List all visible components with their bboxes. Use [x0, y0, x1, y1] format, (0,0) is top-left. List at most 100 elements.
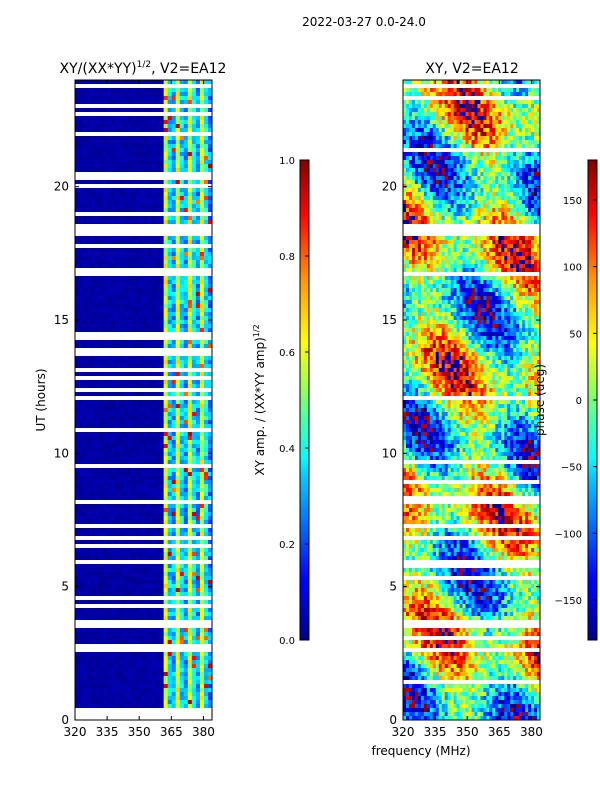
amp-cell [107, 312, 112, 317]
amp-cell [91, 576, 96, 581]
amp-cell [191, 508, 197, 513]
amp-cell [171, 456, 177, 461]
amp-cell [123, 452, 128, 457]
amp-cell [87, 596, 92, 601]
amp-cell [167, 564, 173, 569]
amp-cell [135, 168, 140, 173]
amp-cell [131, 412, 136, 417]
amp-cell [139, 196, 144, 201]
amp-cell [127, 264, 132, 269]
amp-cell [167, 464, 173, 469]
amp-cell [163, 600, 169, 605]
amp-cell [91, 556, 96, 561]
amp-cell [183, 240, 189, 245]
amp-cell [199, 356, 205, 361]
amp-cell [139, 420, 144, 425]
amp-cell [103, 388, 108, 393]
amp-cell [207, 356, 213, 361]
amp-cell [139, 132, 144, 137]
amp-cell [111, 356, 116, 361]
amp-cell [87, 536, 92, 541]
amp-cell [171, 96, 177, 101]
amp-cell [103, 96, 108, 101]
amp-cell [87, 524, 92, 529]
amp-cell [139, 248, 144, 253]
amp-cell [95, 468, 100, 473]
amp-cell [175, 560, 181, 565]
amp-cell [163, 664, 169, 669]
amp-cell [183, 652, 189, 657]
amp-cell [107, 120, 112, 125]
amp-cell [107, 308, 112, 313]
amp-cell [135, 456, 140, 461]
amp-cell [115, 660, 120, 665]
amp-cell [195, 556, 201, 561]
amp-cell [95, 228, 100, 233]
amp-cell [203, 320, 209, 325]
amp-cell [95, 472, 100, 477]
amp-cell [203, 204, 209, 209]
amp-cell [143, 660, 148, 665]
amp-cell [187, 268, 193, 273]
amp-cell [195, 304, 201, 309]
amp-cell [159, 520, 165, 525]
amp-cell [119, 440, 124, 445]
amp-cell [199, 156, 205, 161]
amp-cell [163, 176, 169, 181]
amp-cell [87, 88, 92, 93]
amp-cell [127, 392, 132, 397]
amp-cell [87, 384, 92, 389]
amp-cell [119, 524, 124, 529]
amp-cell [195, 584, 201, 589]
amp-cell [183, 440, 189, 445]
amp-cell [115, 476, 120, 481]
amp-cell [187, 456, 193, 461]
amp-cell [83, 484, 88, 489]
amp-cell [207, 612, 213, 617]
amp-cell [159, 440, 165, 445]
amp-cell [155, 80, 161, 85]
amp-cell [127, 148, 132, 153]
amp-cell [115, 572, 120, 577]
amp-cell [131, 444, 136, 449]
amp-cell [83, 512, 88, 517]
amp-cell [75, 612, 80, 617]
amp-cell [171, 468, 177, 473]
amp-cell [167, 168, 173, 173]
amp-cell [111, 208, 116, 213]
amp-cell [135, 492, 140, 497]
amp-cell [199, 344, 205, 349]
amp-cell [95, 240, 100, 245]
amp-cell [155, 648, 161, 653]
amp-cell [119, 396, 124, 401]
amp-cell [159, 636, 165, 641]
amp-cell [115, 192, 120, 197]
amp-cell [131, 440, 136, 445]
amp-cell [75, 516, 80, 521]
amp-cell [119, 220, 124, 225]
amp-cell [75, 652, 80, 657]
amp-cell [83, 332, 88, 337]
amp-cell [187, 348, 193, 353]
amp-cell [163, 416, 169, 421]
amp-cell [159, 608, 165, 613]
amp-cell [99, 300, 104, 305]
amp-cell [187, 108, 193, 113]
amp-cell [203, 616, 209, 621]
amp-cell [107, 148, 112, 153]
amp-cell [175, 600, 181, 605]
amp-cell [131, 504, 136, 509]
amp-cell [119, 588, 124, 593]
amp-cell [115, 264, 120, 269]
amp-cell [175, 88, 181, 93]
amp-cell [87, 608, 92, 613]
amp-cell [115, 604, 120, 609]
amp-cell [83, 492, 88, 497]
amp-cell [207, 216, 213, 221]
amp-cell [99, 200, 104, 205]
amp-cell [139, 504, 144, 509]
amp-cell [171, 636, 177, 641]
amp-cell [159, 164, 165, 169]
amp-cell [187, 120, 193, 125]
amp-cell [143, 388, 148, 393]
